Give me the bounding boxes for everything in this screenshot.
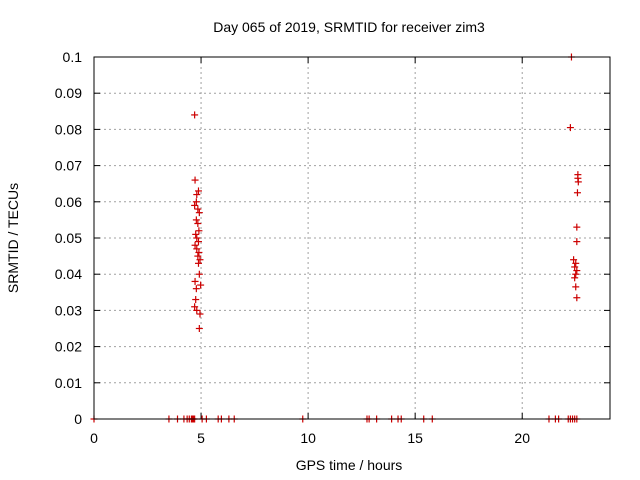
y-tick-label: 0.05 [55, 230, 82, 246]
data-point [573, 267, 581, 275]
data-point [194, 205, 202, 213]
x-tick-label: 10 [300, 430, 316, 446]
y-tick-label: 0.03 [55, 302, 82, 318]
data-point [571, 263, 579, 271]
data-point [572, 283, 580, 291]
y-tick-label: 0.09 [55, 85, 82, 101]
y-tick-label: 0.07 [55, 158, 82, 174]
data-point [195, 248, 203, 256]
data-point [573, 189, 581, 197]
data-point [192, 230, 200, 238]
y-axis-label: SRMTID / TECUs [5, 183, 21, 293]
plot-frame [93, 56, 611, 420]
data-point [566, 124, 574, 132]
x-tick-label: 15 [407, 430, 423, 446]
x-axis-label: GPS time / hours [296, 457, 403, 473]
data-point [573, 223, 581, 231]
x-tick-label: 0 [90, 430, 98, 446]
x-tick-label: 5 [197, 430, 205, 446]
data-point [196, 310, 204, 318]
data-point [192, 296, 200, 304]
data-point [194, 252, 202, 260]
y-tick-label: 0.1 [63, 49, 83, 65]
data-point [192, 285, 200, 293]
chart-title: Day 065 of 2019, SRMTID for receiver zim… [213, 19, 485, 35]
data-point [191, 303, 199, 311]
data-point [191, 277, 199, 285]
data-point [195, 227, 203, 235]
data-point [572, 259, 580, 267]
grid-lines [94, 57, 610, 419]
data-point [196, 256, 204, 264]
data-point [194, 220, 202, 228]
data-point [193, 306, 201, 314]
data-point [573, 294, 581, 302]
data-point [191, 111, 199, 119]
data-point [573, 238, 581, 246]
y-tick-label: 0.01 [55, 375, 82, 391]
y-tick-label: 0.04 [55, 266, 82, 282]
data-point [193, 234, 201, 242]
data-point [194, 259, 202, 267]
x-tick-label: 20 [514, 430, 530, 446]
data-point [193, 191, 201, 199]
data-point [195, 270, 203, 278]
data-point [193, 245, 201, 253]
data-point [191, 176, 199, 184]
data-point [195, 325, 203, 332]
y-tick-label: 0.02 [55, 339, 82, 355]
data-point [192, 198, 200, 206]
data-point [195, 209, 203, 217]
y-tick-label: 0.06 [55, 194, 82, 210]
y-tick-label: 0.08 [55, 121, 82, 137]
data-point [194, 187, 202, 195]
data-point [191, 241, 199, 249]
tick-labels: 0 0.01 0.02 0.03 0.04 0.05 0.06 0.07 0.08 0.09 0.1… [55, 49, 530, 446]
data-point [191, 201, 199, 209]
data-point [194, 238, 202, 246]
data-point [572, 270, 580, 278]
y-tick-label: 0 [74, 411, 82, 427]
data-point [571, 274, 579, 282]
data-point [570, 256, 578, 264]
data-point [192, 216, 200, 224]
data-point [574, 178, 582, 186]
data-point [197, 281, 205, 289]
